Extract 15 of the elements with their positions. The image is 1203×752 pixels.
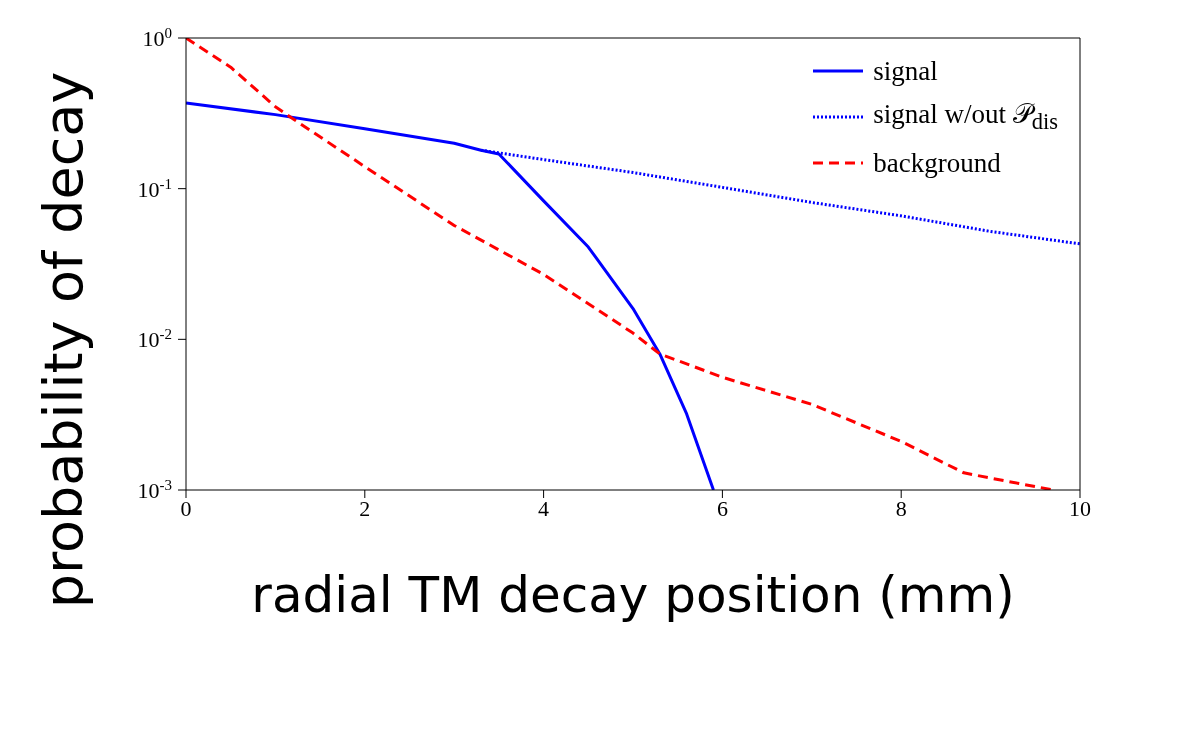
legend-label: background: [873, 147, 1001, 179]
x-tick-label: 4: [538, 496, 550, 521]
y-tick-label: 10$^{-3}$: [137, 477, 172, 503]
y-tick-label: 10$^{-2}$: [137, 326, 172, 353]
x-tick-label: 10: [1069, 496, 1091, 521]
y-tick-label: 10$^{-1}$: [137, 175, 172, 202]
x-tick-label: 8: [895, 496, 907, 521]
legend-label: signal w/out 𝒫$_{dis}$: [873, 98, 1058, 136]
x-tick-label: 2: [359, 496, 371, 521]
x-tick-label: 0: [180, 496, 192, 521]
legend-label: signal: [873, 55, 938, 87]
x-axis-title: radial TM decay position (mm): [251, 566, 1015, 624]
y-tick-label: 10$^{0}$: [142, 25, 172, 51]
x-tick-label: 6: [716, 496, 728, 521]
y-axis-title: probability of decay: [32, 71, 95, 609]
